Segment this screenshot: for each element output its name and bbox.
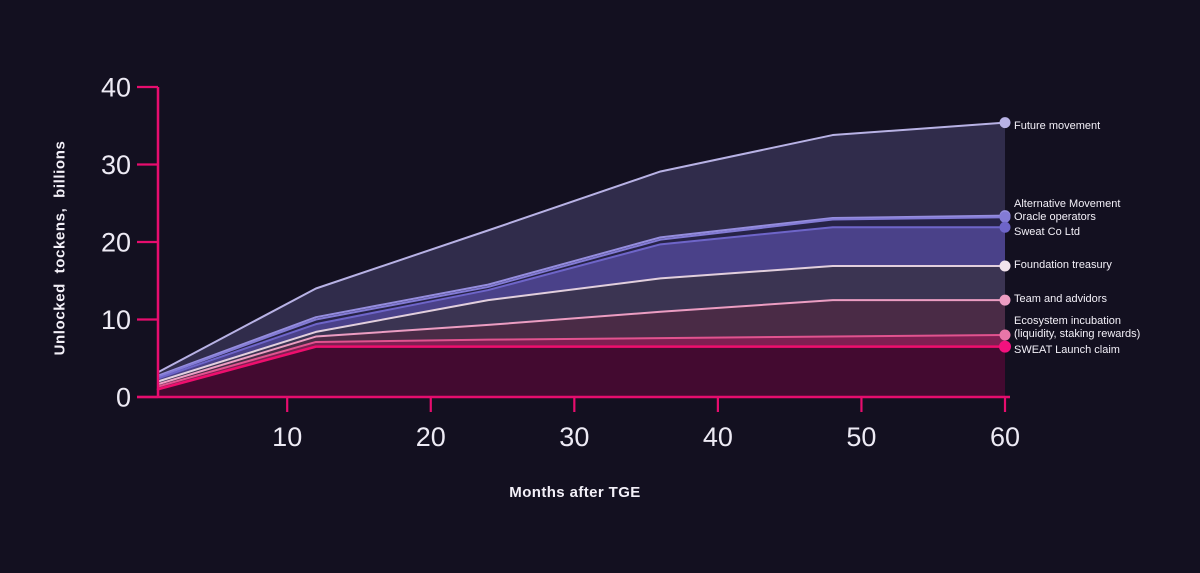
series-label-future-movement: Future movement: [1014, 120, 1100, 133]
x-tick-label: 30: [559, 422, 589, 452]
dot-foundation-treasury: [999, 260, 1011, 272]
x-tick-label: 10: [272, 422, 302, 452]
band-future-movement: [158, 122, 1005, 376]
line-team-and-advidors: [157, 299, 1006, 386]
series-label-ecosystem-incubation-liquidity-staking-rewards: Ecosystem incubation (liquidity, staking …: [1014, 315, 1140, 341]
series-label-sweat-co-ltd: Sweat Co Ltd: [1014, 226, 1080, 239]
line-alternative-movement: [157, 214, 1006, 377]
dot-team-and-advidors: [999, 294, 1011, 306]
x-tick-label: 60: [990, 422, 1020, 452]
y-tick-label: 10: [101, 305, 131, 335]
series-label-line: Oracle operators: [1014, 211, 1096, 223]
x-axis-title: Months after TGE: [509, 484, 641, 501]
x-tick-label: 40: [703, 422, 733, 452]
y-tick-label: 40: [101, 73, 131, 103]
band-foundation-treasury: [158, 266, 1005, 385]
series-label-oracle-operators: Oracle operators: [1014, 211, 1096, 224]
dot-oracle-operators: [999, 211, 1011, 223]
line-oracle-operators: [157, 216, 1006, 378]
band-sweat-launch-claim: [158, 346, 1005, 397]
series-label-sweat-launch-claim: SWEAT Launch claim: [1014, 344, 1120, 357]
dot-future-movement: [999, 117, 1011, 129]
series-label-line: SWEAT Launch claim: [1014, 343, 1120, 356]
series-label-line: Future movement: [1014, 119, 1101, 132]
line-foundation-treasury: [157, 265, 1006, 383]
y-tick-label: 30: [101, 150, 131, 180]
dot-ecosystem-incubation-liquidity-staking-rewards: [999, 329, 1011, 341]
series-label-line: Foundation treasury: [1014, 258, 1112, 271]
series-label-alternative-movement: Alternative Movement: [1014, 198, 1120, 211]
line-future-movement: [157, 121, 1006, 374]
series-label-line: Sweat Co Ltd: [1014, 225, 1081, 238]
y-axis-title: Unlocked tockens, billions: [51, 140, 69, 356]
line-ecosystem-incubation-liquidity-staking-rewards: [157, 334, 1006, 388]
dot-sweat-co-ltd: [999, 221, 1011, 233]
series-label-team-and-advidors: Team and advidors: [1014, 293, 1107, 306]
x-tick-label: 20: [416, 422, 446, 452]
band-team-and-advidors: [158, 300, 1005, 387]
dot-sweat-launch-claim: [999, 340, 1011, 353]
series-label-line: (liquidity, staking rewards): [1014, 328, 1141, 340]
x-tick-label: 50: [846, 422, 876, 452]
series-label-foundation-treasury: Foundation treasury: [1014, 259, 1112, 272]
line-sweat-launch-claim: [156, 345, 1007, 391]
band-sweat-co-ltd: [158, 227, 1005, 382]
y-tick-label: 20: [101, 228, 131, 258]
series-label-line: Alternative Movement: [1014, 197, 1121, 210]
y-tick-label: 0: [116, 383, 131, 413]
line-sweat-co-ltd: [157, 226, 1006, 380]
series-label-line: Ecosystem incubation: [1014, 315, 1121, 327]
series-label-line: Team and advidors: [1014, 292, 1107, 305]
